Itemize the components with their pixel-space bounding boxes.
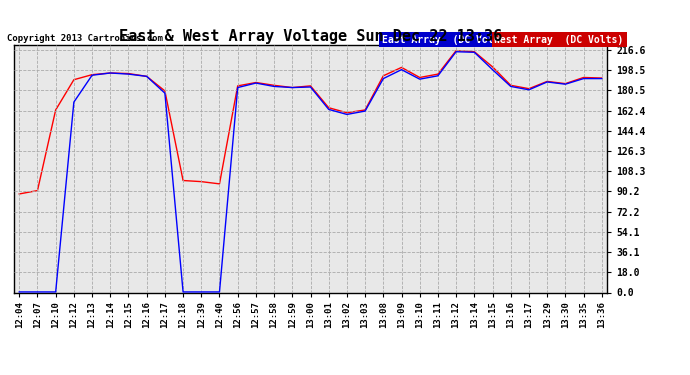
Title: East & West Array Voltage Sun Dec 22 13:36: East & West Array Voltage Sun Dec 22 13:… — [119, 29, 502, 44]
Text: Copyright 2013 Cartronics.com: Copyright 2013 Cartronics.com — [7, 34, 163, 43]
Text: West Array  (DC Volts): West Array (DC Volts) — [495, 34, 624, 45]
Text: East Array  (DC Volts): East Array (DC Volts) — [382, 34, 511, 45]
